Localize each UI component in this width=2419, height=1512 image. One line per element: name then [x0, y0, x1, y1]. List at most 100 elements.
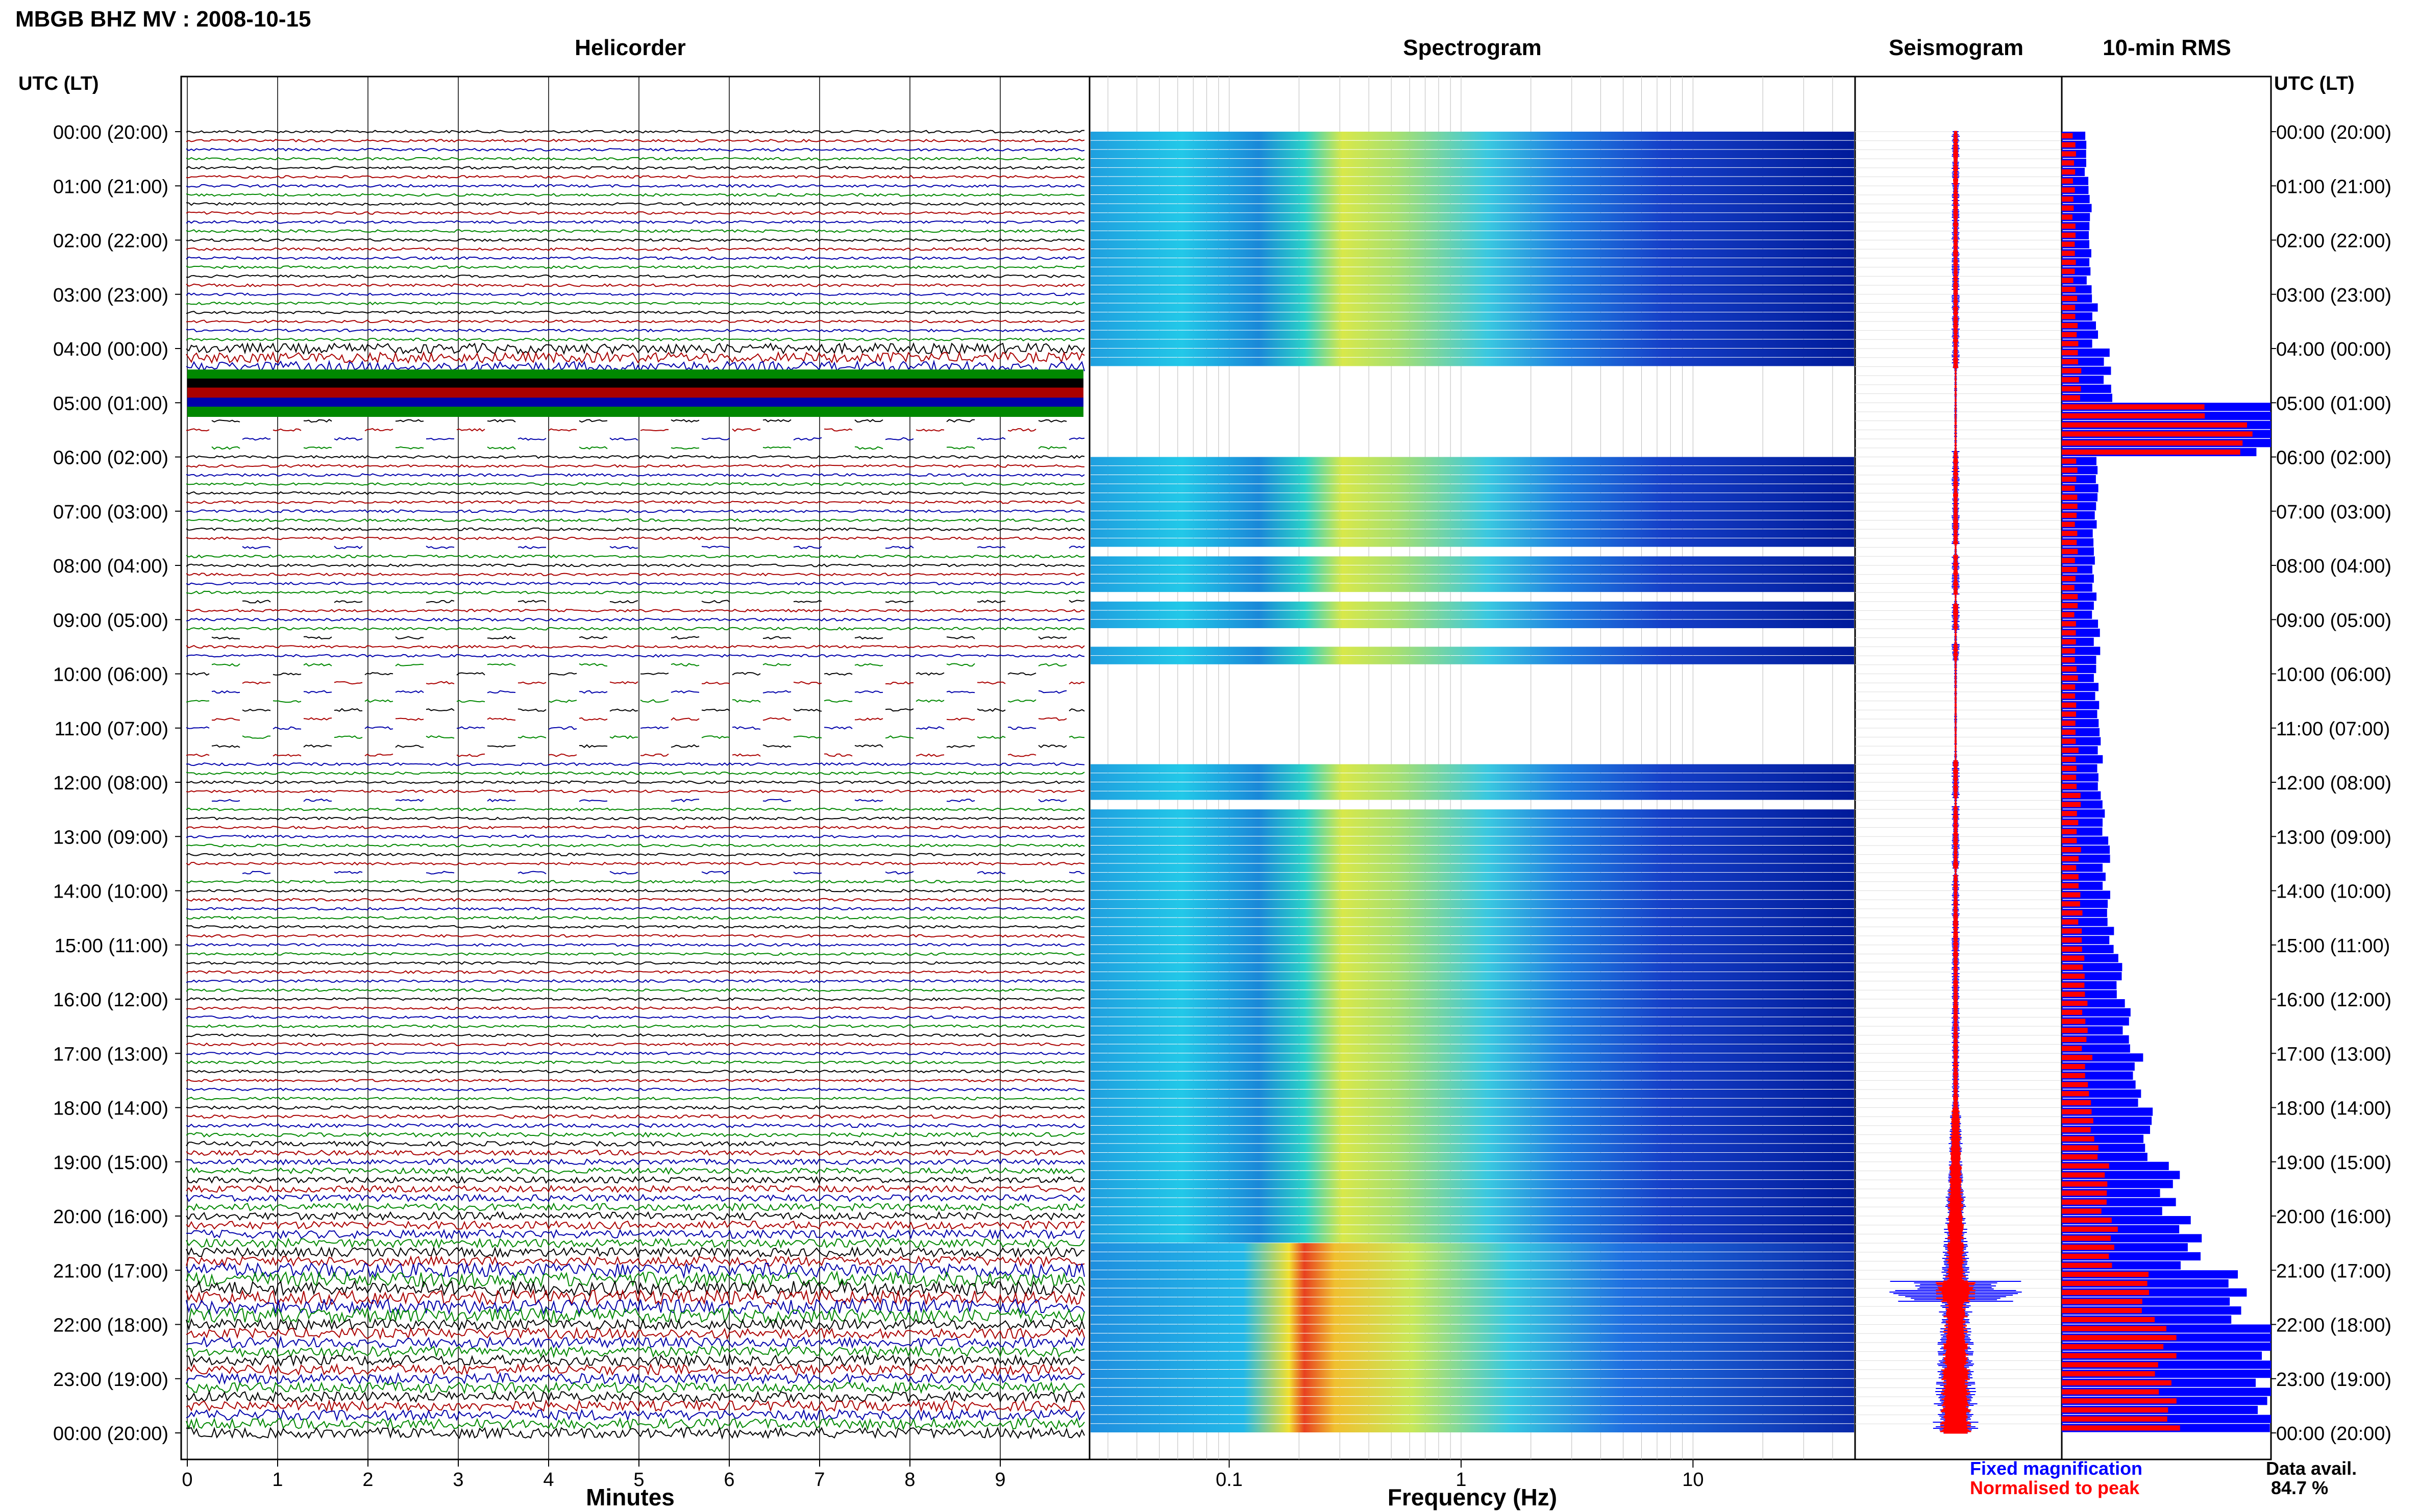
helicorder-trace: [186, 1114, 1085, 1119]
time-tick-label-right: 02:00 (22:00): [2276, 231, 2391, 252]
spectrogram-cell-row: [1091, 809, 1854, 818]
helicorder-trace: [186, 753, 1036, 757]
rms-bar-normalised: [2062, 332, 2077, 337]
helicorder-trace: [186, 888, 1085, 893]
helicorder-trace: [186, 1353, 1085, 1368]
helicorder-trace: [186, 1318, 1085, 1331]
rms-bar-normalised: [2062, 1371, 2155, 1377]
rms-bar-normalised: [2062, 1226, 2118, 1232]
rms-bar-normalised: [2062, 1028, 2088, 1033]
spectrogram-cell-row: [1091, 863, 1854, 873]
rms-bar-normalised: [2062, 928, 2082, 934]
rms-bar-normalised: [2062, 1009, 2083, 1015]
time-tick-label-right: 08:00 (04:00): [2276, 556, 2391, 577]
helicorder-trace: [186, 952, 1085, 956]
rms-bar-normalised: [2062, 1335, 2177, 1341]
figure-title: MBGB BHZ MV : 2008-10-15: [15, 7, 311, 32]
helicorder-frame: [180, 76, 1091, 1460]
helicorder-trace: [186, 1237, 1085, 1249]
helicorder-trace: [186, 1158, 1085, 1166]
helicorder-panel: [180, 76, 1091, 1460]
spectrogram-cell-row: [1091, 1044, 1854, 1053]
time-tick-label-left: 23:00 (19:00): [53, 1369, 168, 1391]
rms-bar-normalised: [2062, 1190, 2107, 1196]
time-tick-label-right: 20:00 (16:00): [2276, 1206, 2391, 1228]
helicorder-trace: [242, 545, 1085, 550]
rms-bar-normalised: [2062, 169, 2076, 175]
spectrogram-cell-row: [1091, 1405, 1854, 1415]
helicorder-trace: [186, 310, 1085, 314]
helicorder-trace: [186, 1390, 1085, 1404]
spectrogram-cell-row: [1091, 764, 1854, 773]
rms-bar-normalised: [2062, 1425, 2180, 1431]
time-tick-label-right: 01:00 (21:00): [2276, 176, 2391, 197]
rms-bar-normalised: [2062, 377, 2079, 383]
spectrogram-cell-row: [1091, 475, 1854, 484]
helicorder-trace: [186, 1060, 1084, 1064]
rms-bar-normalised: [2062, 603, 2078, 609]
spectrogram-cell-row: [1091, 511, 1854, 520]
helicorder-trace: [186, 834, 1085, 838]
helicorder-trace: [186, 138, 1085, 143]
spectrogram-x-tick-label: 10: [1682, 1469, 1704, 1491]
right-axis-label: UTC (LT): [2274, 73, 2355, 94]
rms-bar-normalised: [2062, 251, 2075, 256]
rms-bar-normalised: [2062, 1154, 2098, 1160]
rms-bar-normalised: [2062, 287, 2076, 292]
rms-bar-normalised: [2062, 657, 2075, 663]
helicorder-x-axis-label: Minutes: [586, 1484, 675, 1510]
helicorder-trace: [186, 780, 1085, 784]
helicorder-trace: [186, 1042, 1085, 1047]
rms-bar-normalised: [2062, 1416, 2167, 1422]
helicorder-x-tick-label: 7: [814, 1469, 825, 1491]
rms-bar-normalised: [2062, 359, 2078, 364]
spectrogram-cell-row: [1091, 1351, 1854, 1360]
spectrogram-cell-row: [1091, 1071, 1854, 1080]
spectrogram-cell-row: [1091, 1270, 1854, 1279]
spectrogram-cell-row: [1091, 204, 1854, 213]
rms-bar-normalised: [2062, 1344, 2164, 1350]
time-tick-label-left: 00:00 (20:00): [53, 1423, 168, 1445]
rms-bar-normalised: [2062, 549, 2078, 554]
spectrogram-cell-row: [1091, 1134, 1854, 1144]
spectrogram-cell-row: [1091, 1188, 1854, 1198]
helicorder-trace: [186, 654, 1085, 658]
rms-bar-normalised: [2062, 1118, 2093, 1124]
helicorder-trace: [186, 175, 1085, 179]
spectrogram-cell-row: [1091, 1324, 1854, 1333]
spectrogram-cell-row: [1091, 836, 1854, 845]
rms-bar-normalised: [2062, 937, 2082, 943]
helicorder-trace: [186, 1417, 1085, 1431]
spectrogram-cell-row: [1091, 1171, 1854, 1180]
helicorder-trace: [186, 1261, 1085, 1279]
spectrogram-cell-row: [1091, 827, 1854, 836]
rms-bar-normalised: [2062, 1163, 2109, 1169]
helicorder-trace: [186, 925, 1085, 929]
spectrogram-x-tick-label: 1: [1455, 1469, 1466, 1491]
helicorder-trace: [242, 708, 1085, 712]
rms-bar-normalised: [2062, 585, 2075, 590]
rms-bar-normalised: [2062, 576, 2076, 581]
helicorder-trace: [186, 536, 1085, 540]
helicorder-trace: [186, 1426, 1085, 1440]
helicorder-trace: [186, 1279, 1085, 1297]
rms-bar-normalised: [2062, 449, 2240, 455]
rms-bar-normalised: [2062, 259, 2076, 265]
rms-bar-normalised: [2062, 494, 2078, 500]
spectrogram-cell-row: [1091, 150, 1854, 159]
helicorder-trace: [186, 328, 1085, 333]
spectrogram-cell-row: [1091, 1279, 1854, 1288]
rms-bar-normalised: [2062, 241, 2075, 247]
time-tick-label-right: 17:00 (13:00): [2276, 1044, 2391, 1065]
spectrogram-cell-row: [1091, 1415, 1854, 1424]
spectrogram-cell-row: [1091, 1424, 1854, 1432]
helicorder-trace: [186, 229, 1085, 233]
helicorder-trace: [187, 406, 1083, 417]
helicorder-trace: [186, 807, 1085, 811]
helicorder-trace: [186, 1297, 1085, 1316]
helicorder-trace: [186, 274, 1085, 279]
spectrogram-cell-row: [1091, 963, 1854, 972]
spectrogram-cell-row: [1091, 167, 1854, 177]
time-tick-label-left: 22:00 (18:00): [53, 1315, 168, 1336]
helicorder-trace: [186, 915, 1085, 920]
